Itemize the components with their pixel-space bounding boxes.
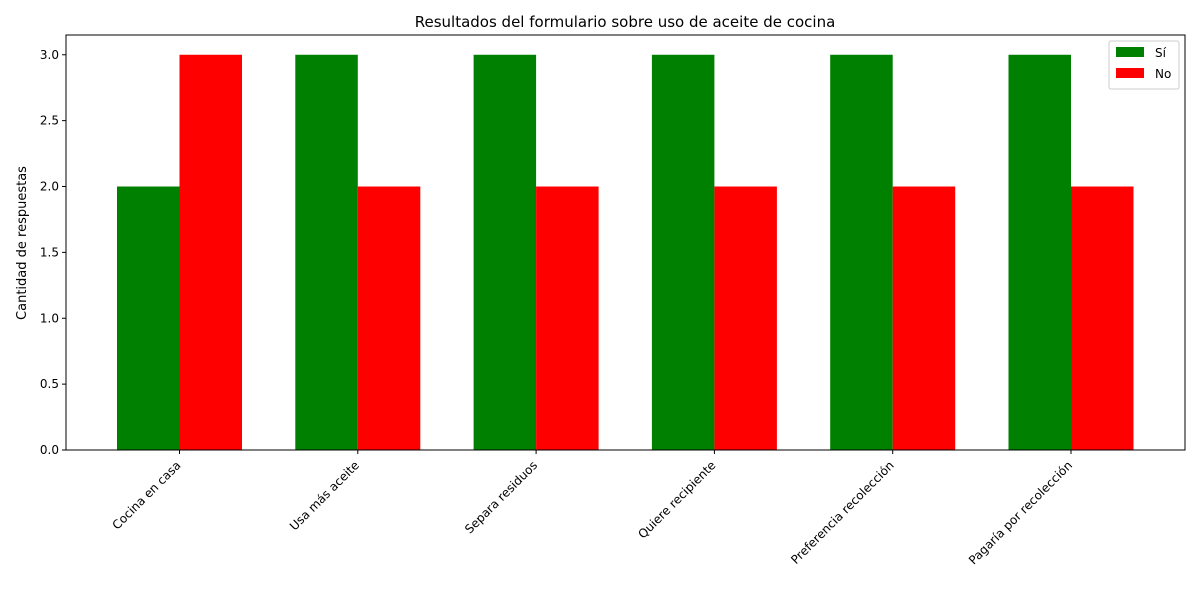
bar-si-4: [830, 54, 893, 451]
legend-swatch-si: [1116, 47, 1144, 57]
x-tick-label: Usa más aceite: [287, 458, 362, 533]
y-tick-label: 1.0: [40, 311, 59, 325]
bar-si-0: [117, 186, 180, 450]
y-tick-label: 3.0: [40, 48, 59, 62]
y-tick-label: 0.0: [40, 443, 59, 457]
chart-title: Resultados del formulario sobre uso de a…: [415, 13, 836, 31]
x-tick-label: Preferencia recolección: [788, 458, 897, 567]
bar-si-2: [473, 54, 537, 451]
bars-group: [117, 54, 1134, 451]
bar-no-4: [892, 186, 956, 450]
bar-si-3: [651, 54, 715, 451]
x-tick-label: Separa residuos: [462, 458, 540, 536]
x-tick-label: Quiere recipiente: [635, 458, 718, 541]
legend-swatch-no: [1116, 68, 1144, 78]
bar-no-3: [714, 186, 777, 450]
plot-frame: [65, 34, 1186, 451]
y-tick-label: 2.5: [40, 114, 59, 128]
y-tick-label: 2.0: [40, 180, 59, 194]
y-tick-label: 1.5: [40, 245, 59, 259]
y-tick-label: 0.5: [40, 377, 59, 391]
x-tick-label: Pagaría por recolección: [966, 458, 1075, 567]
y-ticks: 0.0 0.5 1.0 1.5 2.0 2.5 3.0: [40, 48, 66, 457]
legend-label-si: Sí: [1155, 46, 1167, 60]
bar-si-1: [295, 54, 358, 451]
legend: Sí No: [1108, 40, 1180, 90]
bar-no-5: [1071, 186, 1134, 450]
bar-no-2: [536, 186, 599, 450]
y-axis-label: Cantidad de respuestas: [15, 166, 30, 320]
legend-label-no: No: [1155, 67, 1171, 81]
bar-si-5: [1008, 54, 1071, 451]
x-ticks: Cocina en casa Usa más aceite Separa resid…: [110, 450, 1075, 567]
x-tick-label: Cocina en casa: [110, 458, 184, 532]
bar-no-1: [357, 186, 421, 450]
bar-no-0: [179, 54, 242, 451]
